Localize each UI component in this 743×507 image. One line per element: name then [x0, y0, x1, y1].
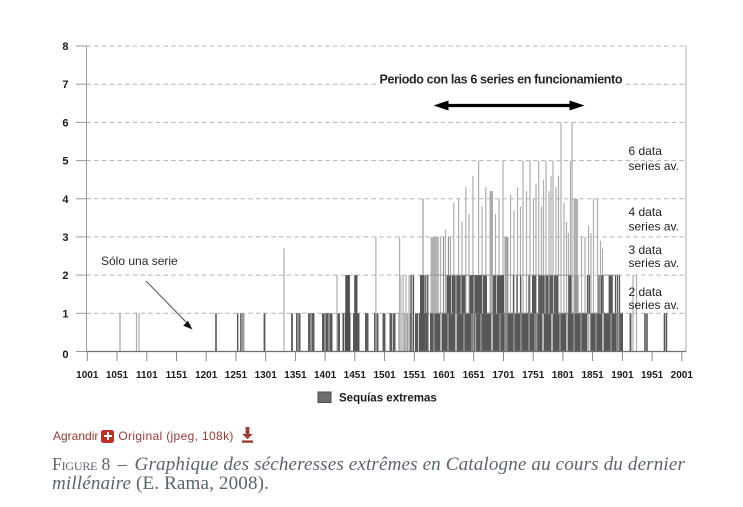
svg-text:4: 4 — [62, 194, 69, 206]
svg-text:1751: 1751 — [522, 370, 545, 381]
svg-text:5: 5 — [62, 156, 68, 168]
svg-text:8: 8 — [62, 41, 68, 53]
svg-text:1251: 1251 — [225, 370, 248, 381]
svg-text:Periodo con las 6 series en fu: Periodo con las 6 series en funcionamien… — [380, 73, 623, 87]
svg-text:Sequías extremas: Sequías extremas — [339, 393, 437, 405]
svg-text:1801: 1801 — [552, 370, 575, 381]
svg-text:2 data: 2 data — [629, 285, 663, 299]
svg-text:1951: 1951 — [641, 370, 664, 381]
svg-text:6: 6 — [62, 117, 68, 129]
svg-text:series av.: series av. — [629, 220, 679, 234]
svg-text:1001: 1001 — [76, 370, 99, 381]
svg-text:1851: 1851 — [581, 370, 604, 381]
svg-text:Sólo una serie: Sólo una serie — [101, 254, 178, 268]
svg-text:1401: 1401 — [314, 370, 337, 381]
svg-text:series av.: series av. — [629, 159, 679, 173]
svg-text:1101: 1101 — [136, 370, 158, 381]
svg-text:series av.: series av. — [629, 298, 679, 312]
svg-text:1601: 1601 — [433, 370, 456, 381]
svg-text:1301: 1301 — [255, 370, 278, 381]
svg-text:1551: 1551 — [403, 370, 426, 381]
svg-text:series av.: series av. — [629, 256, 679, 270]
svg-text:2: 2 — [62, 270, 68, 282]
svg-text:1051: 1051 — [106, 370, 129, 381]
svg-text:3 data: 3 data — [629, 243, 663, 257]
svg-text:1651: 1651 — [463, 370, 486, 381]
svg-text:6 data: 6 data — [629, 144, 663, 158]
svg-text:1501: 1501 — [373, 370, 396, 381]
svg-text:1701: 1701 — [492, 370, 515, 381]
svg-text:1351: 1351 — [284, 370, 307, 381]
svg-text:3: 3 — [62, 232, 68, 244]
svg-text:2001: 2001 — [671, 370, 694, 381]
svg-text:7: 7 — [62, 79, 68, 91]
svg-text:0: 0 — [62, 349, 68, 361]
svg-text:4 data: 4 data — [629, 205, 663, 219]
svg-text:1: 1 — [62, 308, 68, 320]
svg-text:1451: 1451 — [344, 370, 367, 381]
svg-text:1901: 1901 — [611, 370, 634, 381]
svg-text:1151: 1151 — [166, 370, 188, 381]
svg-text:1201: 1201 — [195, 370, 218, 381]
